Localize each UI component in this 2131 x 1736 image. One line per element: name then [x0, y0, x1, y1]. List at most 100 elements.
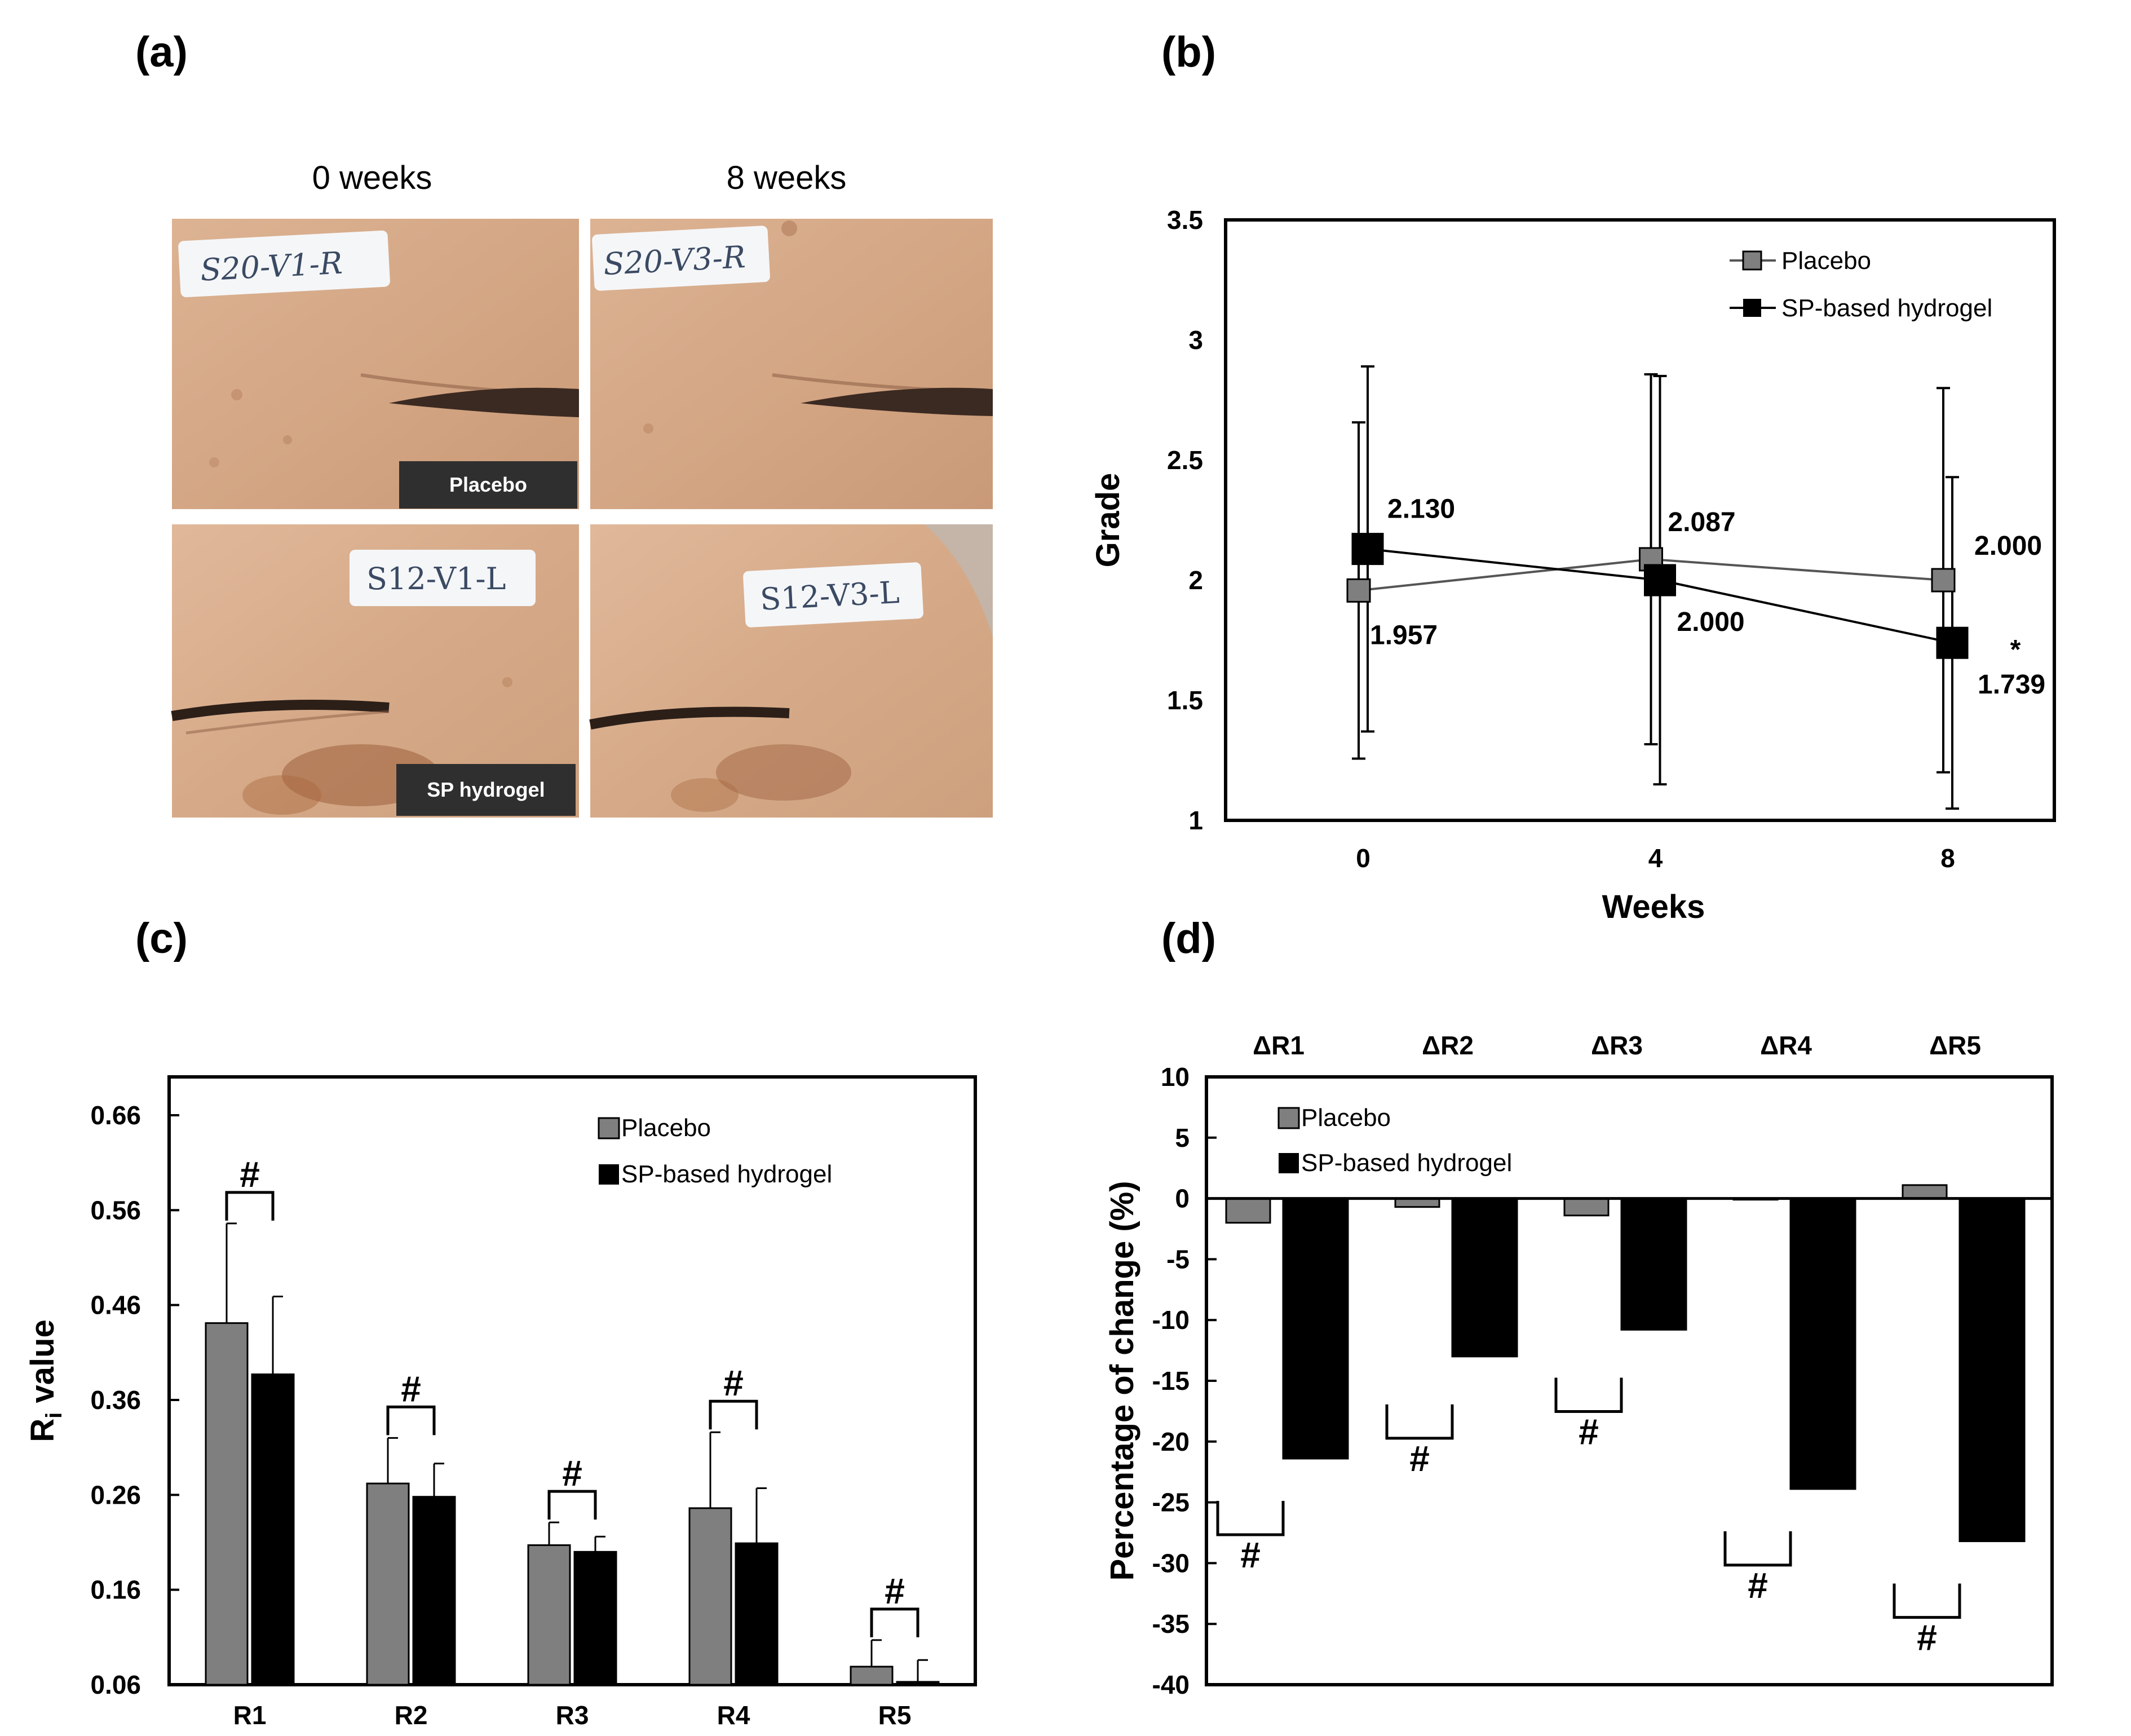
- photo-sp-0-weeks: S12-V1-L SP hydrogel: [171, 524, 579, 818]
- photo-panel: 0 weeks 8 weeks S20-V1-R Placebo S20-V3-…: [171, 160, 993, 818]
- chart-c-legend-swatch-sp: [599, 1164, 619, 1185]
- chart-c-bar-placebo-R4: [688, 1507, 732, 1686]
- chart-d-significance-bracket-1: [1385, 1404, 1454, 1440]
- chart-c-ytick-5: 0.56: [90, 1195, 141, 1225]
- chart-d-ytick-4: -20: [1152, 1427, 1190, 1456]
- chart-c-significance-bracket-0: [225, 1191, 275, 1221]
- chart-c-bar-placebo-R2: [366, 1482, 410, 1686]
- chart-b-ytick-1: 1.5: [1167, 686, 1203, 715]
- chart-d-ytick-2: -30: [1152, 1548, 1190, 1578]
- chart-d-category-2: ΔR3: [1591, 1031, 1643, 1060]
- chart-d-bar-sp-3: [1789, 1198, 1856, 1490]
- chart-c-bar-placebo-R5: [850, 1666, 894, 1686]
- chart-d-significance-mark-0: #: [1240, 1535, 1261, 1575]
- chart-c-bar-sp-R5: [896, 1681, 940, 1686]
- photo-tag-3: S12-V1-L: [366, 561, 506, 597]
- chart-b-ytick-2: 2: [1188, 566, 1203, 595]
- chart-c-ytick-4: 0.46: [90, 1291, 141, 1320]
- chart-d-bar-placebo-0: [1225, 1198, 1271, 1224]
- chart-c-ytick-2: 0.26: [90, 1480, 141, 1509]
- chart-c-legend-placebo: Placebo: [621, 1114, 711, 1142]
- photo-tag-1: S20-V1-R: [200, 245, 343, 288]
- chart-d-significance-bracket-3: [1723, 1531, 1792, 1567]
- chart-d-category-1: ΔR2: [1422, 1031, 1474, 1060]
- chart-c-significance-mark-1: #: [401, 1368, 421, 1409]
- chart-b-legend-sp: SP-based hydrogel: [1781, 294, 1992, 322]
- chart-c-significance-bracket-4: [870, 1607, 919, 1637]
- chart-c-significance-bracket-1: [386, 1405, 436, 1435]
- chart-c-ytick-1: 0.16: [90, 1575, 141, 1605]
- chart-b-value-label-1-1: 2.000: [1677, 607, 1745, 637]
- chart-d-ytick-8: 0: [1175, 1184, 1190, 1213]
- chart-d-significance-bracket-4: [1893, 1583, 1961, 1619]
- photo-column-8-weeks: 8 weeks: [727, 160, 847, 196]
- chart-b-value-label-1-2: 1.739: [1978, 670, 2045, 700]
- chart-d-significance-mark-3: #: [1748, 1565, 1768, 1606]
- chart-b-value-label-1-0: 2.130: [1387, 494, 1455, 524]
- chart-d-bar-sp-4: [1958, 1198, 2026, 1543]
- chart-c-xtick-2: R3: [556, 1700, 589, 1730]
- chart-c-significance-bracket-3: [709, 1399, 758, 1430]
- chart-b-legend-placebo: Placebo: [1781, 247, 1871, 275]
- photo-badge-placebo: Placebo: [449, 473, 527, 496]
- chart-c-ri-value-bar-chart: 0.060.160.260.360.460.560.66 R1 R2 R3 R4 R5 …: [24, 1075, 977, 1730]
- chart-d-legend-swatch-sp: [1279, 1153, 1299, 1173]
- panel-label-a: (a): [135, 28, 188, 76]
- chart-b-marker-sp-0: [1351, 533, 1384, 566]
- chart-b-ylabel: Grade: [1090, 473, 1126, 568]
- chart-c-bar-sp-R3: [573, 1551, 617, 1686]
- chart-d-legend-swatch-placebo: [1277, 1107, 1300, 1129]
- chart-c-significance-bracket-2: [547, 1490, 597, 1520]
- chart-d-significance-bracket-0: [1216, 1500, 1285, 1536]
- chart-b-value-label-0-2: 2.000: [1974, 531, 2042, 561]
- chart-c-significance-mark-3: #: [723, 1363, 744, 1403]
- photo-placebo-8-weeks: S20-V3-R: [590, 219, 993, 509]
- chart-c-legend-sp: SP-based hydrogel: [621, 1160, 832, 1188]
- chart-b-marker-placebo-2: [1931, 568, 1956, 593]
- chart-d-ytick-3: -25: [1152, 1488, 1190, 1517]
- chart-b-legend: Placebo SP-based hydrogel: [1730, 247, 1992, 322]
- chart-c-bar-sp-R1: [251, 1373, 295, 1686]
- chart-b-ytick-0: 1: [1188, 806, 1203, 835]
- photo-badge-sp-hydrogel: SP hydrogel: [427, 778, 545, 801]
- chart-d-ytick-1: -35: [1152, 1609, 1190, 1638]
- chart-b-significance-star: *: [2010, 635, 2021, 665]
- chart-c-bar-sp-R2: [412, 1496, 456, 1686]
- photo-column-0-weeks: 0 weeks: [312, 160, 432, 196]
- chart-c-xtick-0: R1: [233, 1700, 267, 1730]
- chart-c-significance-mark-4: #: [885, 1571, 905, 1611]
- panel-label-d: (d): [1161, 915, 1216, 962]
- chart-c-legend: Placebo SP-based hydrogel: [598, 1114, 832, 1188]
- chart-d-bar-placebo-4: [1902, 1184, 1948, 1200]
- chart-d-bar-sp-1: [1451, 1198, 1518, 1358]
- chart-c-ytick-0: 0.06: [90, 1670, 141, 1699]
- chart-c-plot-frame: [167, 1075, 977, 1686]
- chart-d-category-3: ΔR4: [1760, 1031, 1812, 1060]
- chart-d-category-4: ΔR5: [1929, 1031, 1981, 1060]
- chart-d-legend-placebo: Placebo: [1301, 1104, 1391, 1132]
- chart-b-legend-swatch-sp: [1743, 299, 1761, 317]
- photo-tag-4: S12-V3-L: [759, 575, 900, 617]
- chart-b-plot-frame: [1224, 218, 2056, 822]
- chart-b-marker-placebo-0: [1346, 578, 1371, 603]
- photo-sp-8-weeks: S12-V3-L: [589, 524, 993, 818]
- chart-d-legend: Placebo SP-based hydrogel: [1277, 1104, 1512, 1177]
- chart-d-ytick-6: -10: [1152, 1305, 1190, 1335]
- chart-d-significance-mark-2: #: [1579, 1411, 1599, 1452]
- panel-label-c: (c): [135, 915, 188, 962]
- chart-d-category-0: ΔR1: [1253, 1031, 1305, 1060]
- chart-d-ytick-10: 10: [1161, 1062, 1190, 1092]
- chart-d-ylabel: Percentage of change (%): [1104, 1181, 1140, 1580]
- chart-c-bar-placebo-R3: [527, 1544, 571, 1686]
- chart-b-ytick-4: 3: [1188, 325, 1203, 355]
- chart-c-ytick-3: 0.36: [90, 1385, 141, 1415]
- chart-b-xtick-2: 8: [1940, 843, 1955, 873]
- chart-d-significance-mark-1: #: [1409, 1438, 1430, 1479]
- chart-c-bar-placebo-R1: [205, 1322, 249, 1686]
- chart-c-bar-sp-R4: [735, 1542, 779, 1686]
- chart-b-marker-sp-1: [1644, 564, 1676, 597]
- chart-b-value-label-0-0: 1.957: [1370, 620, 1438, 650]
- chart-d-significance-bracket-2: [1554, 1377, 1623, 1413]
- chart-b-xlabel: Weeks: [1602, 889, 1705, 925]
